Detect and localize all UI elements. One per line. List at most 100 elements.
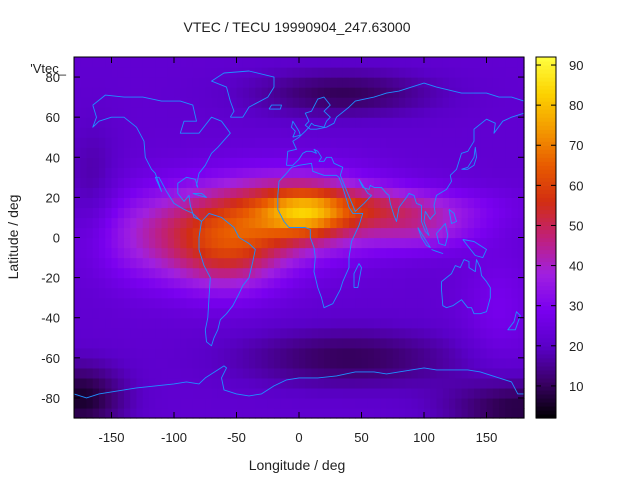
heatmap-cell xyxy=(280,307,288,319)
heatmap-cell xyxy=(167,237,175,249)
heatmap-cell xyxy=(424,317,431,329)
heatmap-cell xyxy=(305,97,313,108)
heatmap-cell xyxy=(149,317,156,329)
heatmap-cell xyxy=(267,307,275,319)
heatmap-cell xyxy=(380,127,388,138)
heatmap-cell xyxy=(274,337,281,349)
heatmap-cell xyxy=(236,357,244,369)
heatmap-cell xyxy=(267,107,275,118)
heatmap-cell xyxy=(142,367,150,379)
heatmap-cell xyxy=(236,367,244,379)
heatmap-cell xyxy=(405,227,413,239)
heatmap-cell xyxy=(142,297,150,309)
heatmap-cell xyxy=(261,187,269,198)
heatmap-cell xyxy=(342,97,350,108)
heatmap-cell xyxy=(436,167,444,178)
heatmap-cell xyxy=(349,137,356,148)
heatmap-cell xyxy=(386,57,394,68)
heatmap-cell xyxy=(405,117,413,128)
heatmap-cell xyxy=(311,287,319,299)
heatmap-cell xyxy=(217,267,225,279)
heatmap-cell xyxy=(86,77,94,88)
heatmap-cell xyxy=(174,167,181,178)
heatmap-cell xyxy=(74,377,81,389)
heatmap-cell xyxy=(180,227,188,239)
heatmap-cell xyxy=(411,327,419,339)
heatmap-cell xyxy=(299,217,306,229)
heatmap-cell xyxy=(424,397,431,409)
heatmap-cell xyxy=(367,397,375,409)
heatmap-cell xyxy=(86,127,94,138)
heatmap-cell xyxy=(136,267,144,279)
heatmap-cell xyxy=(274,67,281,78)
heatmap-cell xyxy=(124,267,131,279)
heatmap-cell xyxy=(480,127,488,138)
colorbar-segment xyxy=(536,185,556,190)
heatmap-cell xyxy=(517,107,525,118)
heatmap-cell xyxy=(305,267,313,279)
heatmap-cell xyxy=(261,307,269,319)
heatmap-cell xyxy=(249,197,256,209)
heatmap-cell xyxy=(330,77,338,88)
heatmap-cell xyxy=(492,397,500,409)
heatmap-cell xyxy=(449,77,456,88)
heatmap-cell xyxy=(411,397,419,409)
heatmap-cell xyxy=(317,67,325,78)
heatmap-cell xyxy=(199,167,206,178)
heatmap-cell xyxy=(449,357,456,369)
heatmap-cell xyxy=(317,327,325,339)
heatmap-cell xyxy=(336,177,344,188)
heatmap-cell xyxy=(324,397,331,409)
heatmap-cell xyxy=(336,97,344,108)
heatmap-cell xyxy=(149,297,156,309)
heatmap-cell xyxy=(380,237,388,249)
heatmap-cell xyxy=(167,367,175,379)
heatmap-cell xyxy=(217,297,225,309)
heatmap-cell xyxy=(517,407,525,419)
heatmap-cell xyxy=(305,67,313,78)
heatmap-cell xyxy=(117,227,125,239)
heatmap-cell xyxy=(299,307,306,319)
heatmap-cell xyxy=(167,317,175,329)
colorbar-segment xyxy=(536,349,556,355)
heatmap-cell xyxy=(124,187,131,198)
heatmap-cell xyxy=(167,187,175,198)
heatmap-cell xyxy=(430,57,438,68)
heatmap-cell xyxy=(242,357,250,369)
heatmap-cell xyxy=(480,297,488,309)
coastline xyxy=(211,70,275,118)
heatmap-cell xyxy=(299,327,306,339)
heatmap-cell xyxy=(217,97,225,108)
heatmap-cell xyxy=(111,77,119,88)
heatmap-cell xyxy=(386,137,394,148)
heatmap-cell xyxy=(317,257,325,269)
heatmap-cell xyxy=(236,137,244,148)
heatmap-cell xyxy=(505,207,513,219)
heatmap-cell xyxy=(486,297,494,309)
heatmap-cell xyxy=(267,57,275,68)
heatmap-cell xyxy=(236,57,244,68)
heatmap-cell xyxy=(111,337,119,349)
heatmap-cell xyxy=(230,367,238,379)
heatmap-cell xyxy=(280,387,288,399)
heatmap-cell xyxy=(230,207,238,219)
heatmap-cell xyxy=(280,157,288,168)
heatmap-cell xyxy=(374,357,381,369)
heatmap-cell xyxy=(349,57,356,68)
heatmap-cell xyxy=(474,337,481,349)
heatmap-cell xyxy=(499,87,506,98)
heatmap-cell xyxy=(405,387,413,399)
heatmap-cell xyxy=(92,257,100,269)
heatmap-cell xyxy=(449,407,456,419)
heatmap-cell xyxy=(380,377,388,389)
heatmap-cell xyxy=(124,137,131,148)
heatmap-cell xyxy=(161,167,169,178)
heatmap-cell xyxy=(324,77,331,88)
heatmap-cell xyxy=(467,137,475,148)
heatmap-cell xyxy=(349,377,356,389)
heatmap-cell xyxy=(192,207,200,219)
heatmap-cell xyxy=(274,237,281,249)
heatmap-cell xyxy=(486,107,494,118)
heatmap-cell xyxy=(511,247,519,259)
heatmap-cell xyxy=(499,137,506,148)
